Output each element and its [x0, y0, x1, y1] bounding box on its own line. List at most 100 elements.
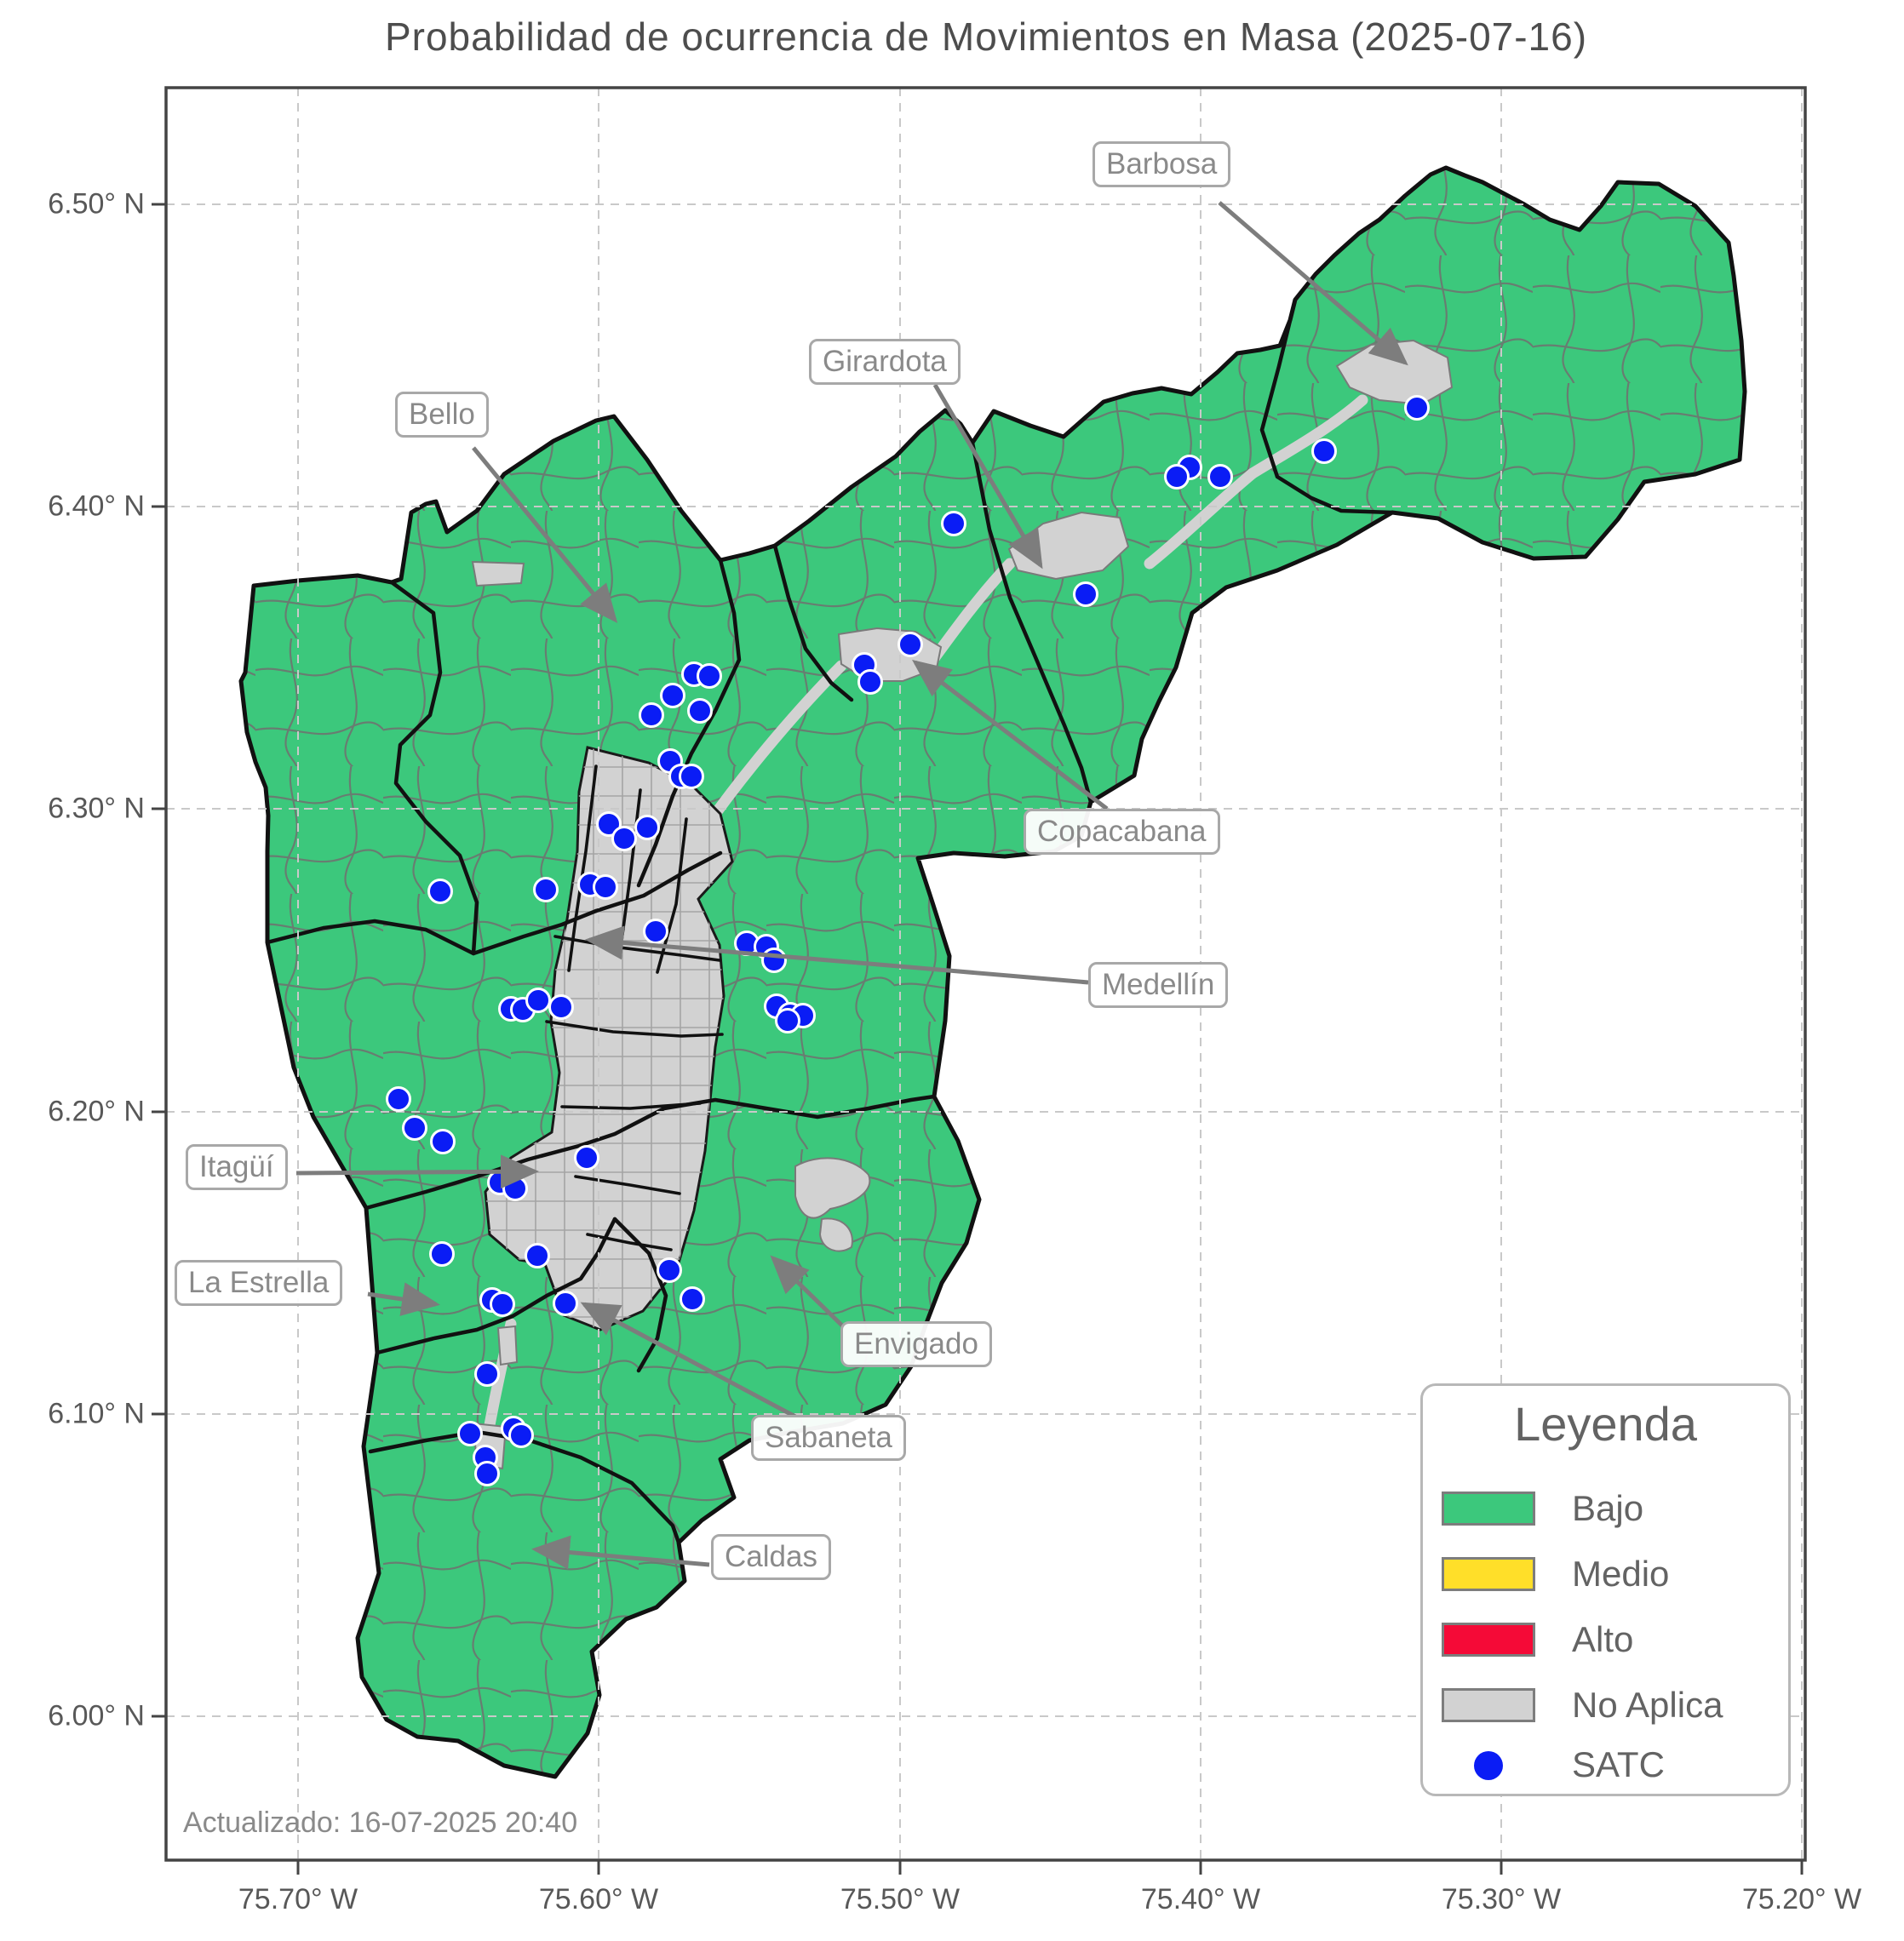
updated-timestamp: Actualizado: 16-07-2025 20:40: [183, 1806, 578, 1839]
urban-san-felix: [471, 560, 525, 587]
municipality-label-sabaneta: Sabaneta: [751, 1415, 906, 1461]
annotation-arrow-barbosa: [1218, 201, 1408, 366]
satc-point[interactable]: [525, 1243, 550, 1268]
annotation-arrow-girardota: [932, 383, 1043, 570]
satc-point[interactable]: [1073, 581, 1098, 607]
satc-point[interactable]: [457, 1421, 483, 1446]
satc-point[interactable]: [941, 511, 966, 536]
x-tick-label: 75.30° W: [1441, 1883, 1562, 1915]
legend-label: Medio: [1572, 1554, 1670, 1594]
annotation-arrows: [295, 201, 1408, 1570]
municipality-label-bello: Bello: [395, 392, 489, 438]
x-tick-label: 75.60° W: [538, 1883, 659, 1915]
annotation-arrow-itag: [295, 1154, 539, 1189]
legend-label: No Aplica: [1572, 1685, 1723, 1725]
satc-point[interactable]: [427, 879, 453, 904]
x-tick-label: 75.20° W: [1741, 1883, 1862, 1915]
satc-point[interactable]: [1164, 464, 1190, 490]
satc-point[interactable]: [775, 1008, 800, 1033]
satc-point[interactable]: [611, 826, 637, 851]
satc-point[interactable]: [596, 811, 622, 837]
satc-point[interactable]: [502, 1176, 528, 1201]
legend-item-noaplica: No Aplica: [1423, 1685, 1788, 1729]
annotation-arrow-sabaneta: [580, 1302, 797, 1419]
x-tick-label: 75.70° W: [238, 1883, 358, 1915]
satc-point[interactable]: [386, 1086, 411, 1112]
urban-areas-no-aplica: [471, 339, 1454, 1470]
y-tick-label: 6.20° N: [48, 1095, 145, 1128]
y-tick-label: 6.40° N: [48, 490, 145, 523]
satc-point[interactable]: [574, 1145, 599, 1171]
annotation-arrow-medelln: [585, 925, 1089, 985]
satc-points-layer: [386, 395, 1430, 1486]
satc-point[interactable]: [639, 702, 664, 728]
satc-point[interactable]: [429, 1241, 455, 1267]
legend-swatch-satc: [1474, 1751, 1503, 1780]
municipality-label-medelln: Medellín: [1088, 962, 1229, 1008]
satc-point[interactable]: [634, 815, 660, 840]
legend-item-bajo: Bajo: [1423, 1488, 1788, 1532]
satc-point[interactable]: [508, 1423, 534, 1448]
municipality-label-laestrella: La Estrella: [175, 1260, 343, 1306]
satc-point[interactable]: [643, 919, 668, 944]
satc-point[interactable]: [525, 988, 551, 1013]
satc-point[interactable]: [593, 874, 618, 900]
municipality-label-itag: Itagüí: [186, 1144, 288, 1190]
x-tick-label: 75.50° W: [840, 1883, 961, 1915]
annotation-arrow-bello: [472, 446, 618, 623]
map-title: Probabilidad de ocurrencia de Movimiento…: [384, 14, 1588, 59]
x-tick-label: 75.40° W: [1140, 1883, 1261, 1915]
legend-label: Bajo: [1572, 1488, 1644, 1528]
satc-point[interactable]: [474, 1361, 500, 1387]
annotation-arrow-copacabana: [912, 659, 1109, 810]
y-tick-label: 6.10° N: [48, 1397, 145, 1430]
urban-street-grid: [485, 747, 732, 1330]
satc-point[interactable]: [553, 1291, 578, 1316]
legend-item-satc: SATC: [1423, 1744, 1788, 1789]
municipality-label-barbosa: Barbosa: [1093, 141, 1231, 187]
annotation-arrow-envigado: [770, 1255, 846, 1330]
satc-point[interactable]: [657, 1257, 682, 1283]
satc-point[interactable]: [430, 1129, 456, 1154]
satc-point[interactable]: [474, 1461, 500, 1486]
satc-point[interactable]: [687, 698, 713, 724]
municipality-label-copacabana: Copacabana: [1024, 809, 1220, 855]
legend-swatch-alto: [1442, 1623, 1535, 1657]
annotation-arrow-caldas: [531, 1535, 710, 1570]
y-tick-label: 6.00° N: [48, 1699, 145, 1732]
satc-point[interactable]: [857, 669, 883, 695]
municipality-label-envigado: Envigado: [840, 1321, 992, 1367]
legend-item-alto: Alto: [1423, 1619, 1788, 1663]
legend-swatch-noaplica: [1442, 1688, 1535, 1722]
satc-point[interactable]: [1311, 438, 1337, 464]
satc-point[interactable]: [680, 1286, 705, 1312]
legend-swatch-medio: [1442, 1557, 1535, 1591]
legend-title: Leyenda: [1514, 1397, 1697, 1451]
urban-patch-se-1: [794, 1157, 871, 1219]
satc-point[interactable]: [1404, 395, 1430, 421]
satc-point[interactable]: [1207, 464, 1233, 490]
y-tick-label: 6.50° N: [48, 187, 145, 220]
satc-point[interactable]: [697, 663, 722, 689]
satc-point[interactable]: [490, 1291, 515, 1317]
satc-point[interactable]: [402, 1115, 427, 1141]
legend-label: SATC: [1572, 1744, 1665, 1784]
satc-point[interactable]: [533, 877, 559, 902]
satc-point[interactable]: [660, 683, 685, 708]
satc-point[interactable]: [761, 948, 787, 973]
y-tick-label: 6.30° N: [48, 792, 145, 825]
satc-point[interactable]: [679, 764, 704, 789]
legend: Leyenda Bajo Medio Alto No Aplica SATC: [1420, 1383, 1791, 1796]
municipality-label-girardota: Girardota: [809, 339, 961, 385]
legend-item-medio: Medio: [1423, 1554, 1788, 1598]
satc-point[interactable]: [548, 994, 574, 1020]
region-outline: [238, 165, 1747, 1779]
legend-label: Alto: [1572, 1619, 1634, 1659]
municipality-label-caldas: Caldas: [711, 1534, 831, 1580]
satc-point[interactable]: [898, 632, 923, 657]
legend-swatch-bajo: [1442, 1492, 1535, 1526]
urban-la-estrella: [496, 1325, 519, 1366]
urban-patch-se-2: [818, 1217, 853, 1252]
